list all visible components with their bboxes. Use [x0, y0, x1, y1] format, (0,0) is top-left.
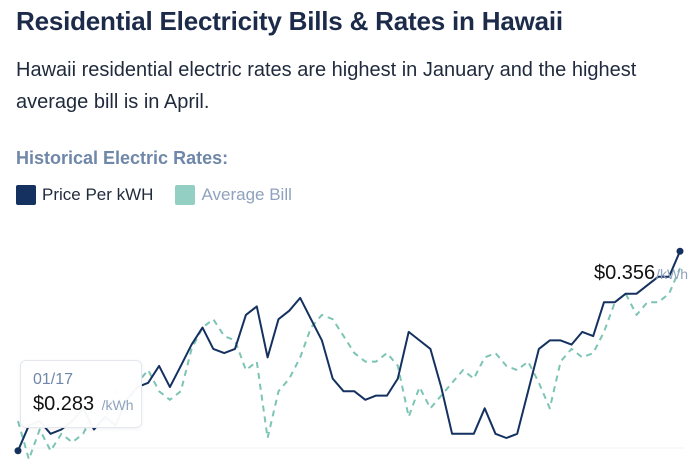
latest-rate-value: $0.356: [594, 262, 656, 284]
legend-item-bill[interactable]: Average Bill: [175, 185, 292, 205]
latest-rate-unit: /kWh: [656, 266, 689, 282]
legend-item-price[interactable]: Price Per kWH: [16, 185, 153, 205]
page-subtitle: Hawaii residential electric rates are hi…: [16, 59, 637, 113]
legend-label-bill: Average Bill: [201, 185, 292, 204]
tooltip-unit: /kWh: [101, 397, 134, 413]
price-point-start[interactable]: [14, 447, 22, 455]
series-line-bill[interactable]: [17, 267, 681, 461]
section-label: Historical Electric Rates:: [16, 148, 229, 168]
latest-rate-label: $0.356/kWh: [594, 262, 688, 285]
legend-label-price: Price Per kWH: [42, 185, 154, 204]
price-point-end[interactable]: [676, 247, 684, 255]
page-title: Residential Electricity Bills & Rates in…: [16, 6, 563, 36]
chart-legend: Price Per kWH Average Bill: [16, 185, 314, 205]
tooltip-date: 01/17: [33, 371, 74, 388]
chart-tooltip: 01/17 $0.283 /kWh: [20, 360, 142, 428]
price-swatch: [16, 185, 36, 205]
tooltip-value: $0.283: [33, 393, 95, 415]
bill-swatch: [175, 185, 196, 205]
